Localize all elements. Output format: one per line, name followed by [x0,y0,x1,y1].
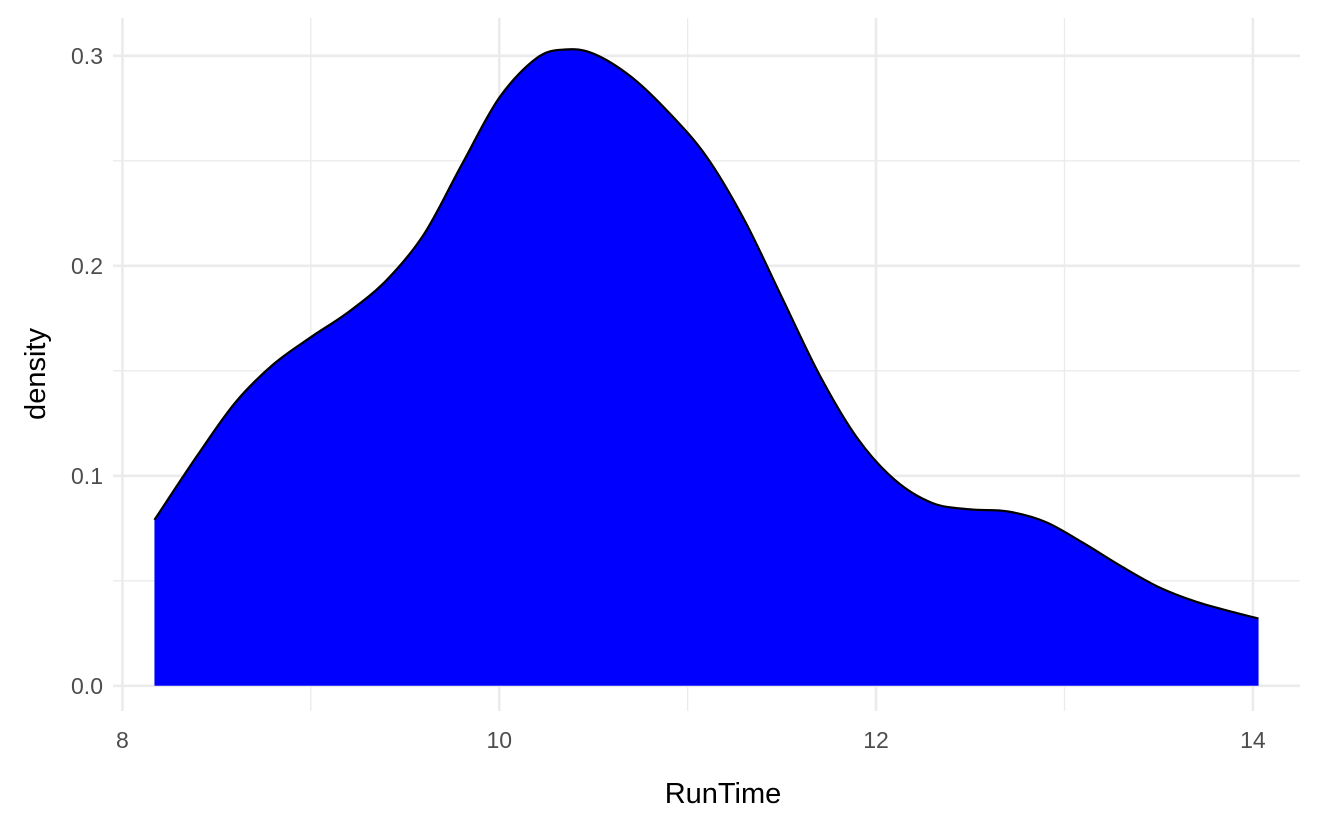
y-tick-label: 0.1 [71,463,103,489]
axis-tick-labels: 8 10 12 14 0.0 0.1 0.2 0.3 [71,43,1266,753]
density-curve [153,48,1259,620]
x-tick-label: 8 [116,727,129,753]
y-tick-label: 0.2 [71,253,103,279]
density-area [154,49,1259,686]
plot-data [153,48,1259,686]
x-axis-title: RunTime [665,778,782,810]
x-tick-label: 14 [1240,727,1266,753]
y-tick-label: 0.0 [71,673,103,699]
x-tick-label: 12 [863,727,889,753]
y-axis-title: density [20,328,52,420]
x-tick-label: 10 [486,727,512,753]
y-tick-label: 0.3 [71,43,103,69]
